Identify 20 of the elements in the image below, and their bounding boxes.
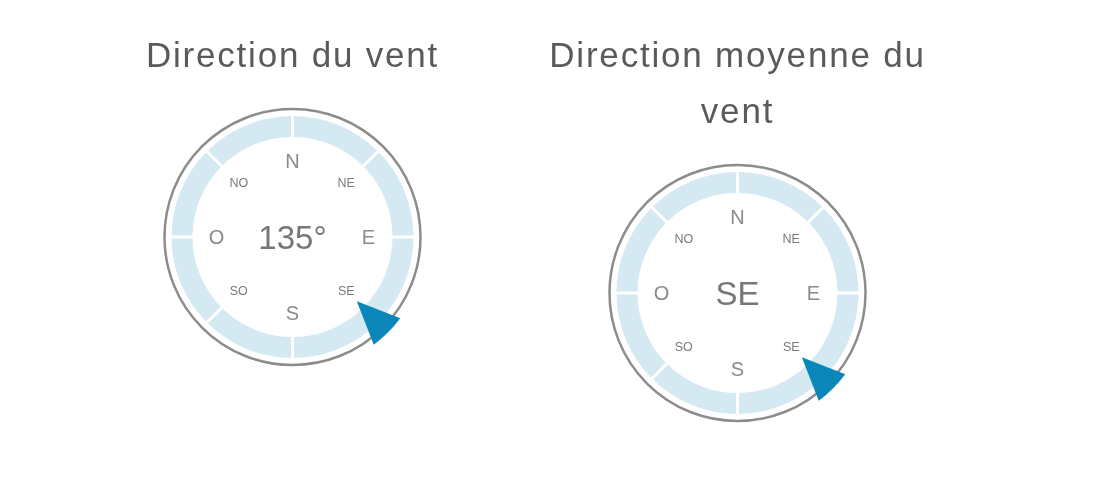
- category-label: NO: [674, 232, 694, 247]
- text: Direction moyenne du vent: [549, 35, 926, 130]
- category-label: NE: [782, 232, 800, 247]
- text: SE: [337, 283, 355, 298]
- text: E: [361, 226, 376, 248]
- category-label: O: [653, 282, 670, 304]
- text: Direction du vent: [145, 35, 440, 74]
- category-label: S: [730, 358, 745, 380]
- text: NE: [337, 176, 355, 191]
- category-label: SO: [674, 339, 694, 354]
- category-label: SE: [782, 339, 800, 354]
- text: SO: [229, 283, 249, 298]
- category-label: E: [806, 282, 821, 304]
- text: SE: [715, 275, 760, 312]
- text: O: [208, 226, 225, 248]
- text: NO: [229, 176, 249, 191]
- data-label: 135°: [258, 219, 327, 256]
- category-label: N: [730, 206, 745, 228]
- text: N: [285, 150, 300, 172]
- text: S: [285, 302, 300, 324]
